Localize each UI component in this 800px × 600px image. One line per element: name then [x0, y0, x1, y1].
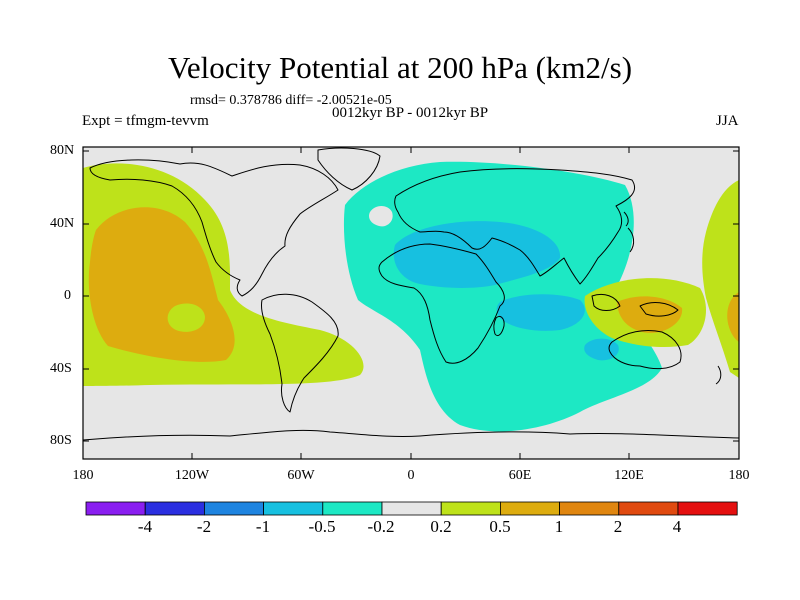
coastline-north-america: [89, 159, 339, 297]
coastline-greenland: [317, 147, 381, 191]
coastline-nz: [715, 365, 722, 385]
contour-eastern-hole: [369, 206, 393, 227]
colorbar-label: 4: [672, 517, 682, 536]
lon-label-120w: 120W: [174, 468, 210, 483]
lat-label-40n: 40N: [50, 216, 75, 231]
lat-label-0: 0: [64, 288, 71, 303]
colorbar-swatch: [499, 501, 560, 516]
season-label: JJA: [716, 113, 739, 129]
colorbar-swatch: [440, 501, 501, 516]
colorbar-label: -4: [137, 517, 153, 536]
colorbar-label: 1: [554, 517, 564, 536]
coastline-madagascar: [493, 315, 505, 337]
lat-label-80s: 80S: [50, 433, 72, 448]
coastline-australia: [608, 329, 682, 370]
colorbar-label: 0.5: [489, 517, 511, 536]
coastline-japan: [623, 211, 635, 253]
lat-label-40s: 40S: [50, 361, 72, 376]
lon-label-180e: 180: [728, 468, 750, 483]
experiment-label: Expt = tfmgm-tevvm: [82, 113, 209, 129]
colorbar-label: -0.5: [308, 517, 336, 536]
colorbar-swatch: [203, 501, 264, 516]
colorbar-swatch: [381, 501, 442, 516]
colorbar-swatch: [677, 501, 738, 516]
colorbar-swatch: [263, 501, 324, 516]
contour-pacific-hole: [167, 303, 205, 332]
coastline-new-guinea: [639, 302, 679, 317]
coastline-eurasia: [394, 168, 636, 285]
colorbar-label: 0.2: [430, 517, 452, 536]
lon-label-60e: 60E: [508, 468, 532, 483]
stats-text: rmsd= 0.378786 diff= -2.00521e-05: [190, 93, 392, 108]
coastline-south-america: [261, 293, 339, 413]
colorbar-label: 2: [613, 517, 623, 536]
map-subtitle: 0012kyr BP - 0012kyr BP: [331, 105, 489, 121]
colorbar-label: -0.2: [367, 517, 395, 536]
colorbar-swatch: [85, 501, 146, 516]
coastline-maritime: [591, 293, 621, 311]
map-title: Velocity Potential at 200 hPa (km2/s): [167, 50, 633, 85]
colorbar-label: -2: [196, 517, 212, 536]
colorbar-label: -1: [255, 517, 271, 536]
lon-label-180w: 180: [72, 468, 94, 483]
lon-label-120e: 120E: [614, 468, 644, 483]
colorbar-swatch: [144, 501, 205, 516]
coastline-africa: [378, 243, 505, 364]
colorbar-swatch: [618, 501, 679, 516]
contour-indian-core: [496, 294, 585, 331]
lon-label-0: 0: [407, 468, 415, 483]
contour-dateline-inner: [727, 292, 739, 342]
colorbar-swatch: [322, 501, 383, 516]
lat-label-80n: 80N: [50, 143, 75, 158]
coastline-antarctica: [83, 429, 739, 441]
lon-label-60w: 60W: [287, 468, 315, 483]
colorbar-swatch: [559, 501, 620, 516]
